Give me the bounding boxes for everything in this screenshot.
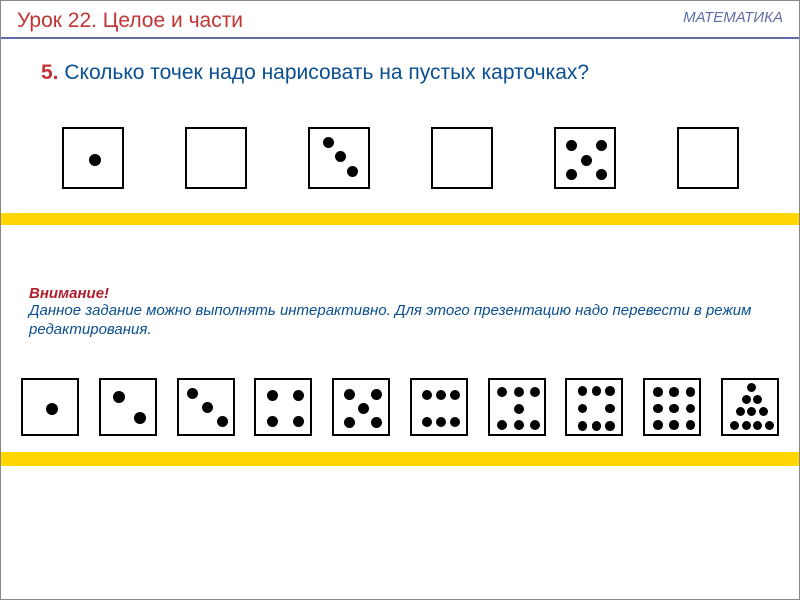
top-cards-card-6 xyxy=(677,127,739,189)
dot-icon xyxy=(335,151,346,162)
dot-icon xyxy=(202,402,213,413)
dot-icon xyxy=(747,407,756,416)
dot-icon xyxy=(217,416,228,427)
question-block: 5. Сколько точек надо нарисовать на пуст… xyxy=(1,39,799,97)
dot-icon xyxy=(759,407,768,416)
dot-icon xyxy=(89,154,101,166)
dot-icon xyxy=(323,137,334,148)
dot-icon xyxy=(653,387,663,397)
top-cards-row xyxy=(1,97,799,213)
subject-label: МАТЕМАТИКА xyxy=(683,9,783,26)
dot-icon xyxy=(765,421,774,430)
note-block: Внимание! Данное задание можно выполнять… xyxy=(1,225,799,356)
bottom-cards-card-6 xyxy=(410,378,468,436)
bottom-cards-card-8 xyxy=(565,378,623,436)
bottom-cards-card-2 xyxy=(99,378,157,436)
top-cards-card-4 xyxy=(431,127,493,189)
bottom-cards-card-5 xyxy=(332,378,390,436)
dot-icon xyxy=(530,420,540,430)
bottom-cards-card-9 xyxy=(643,378,701,436)
dot-icon xyxy=(113,391,125,403)
question-text: Сколько точек надо нарисовать на пустых … xyxy=(64,61,589,84)
top-cards-card-1 xyxy=(62,127,124,189)
bottom-cards-card-10 xyxy=(721,378,779,436)
dot-icon xyxy=(742,421,751,430)
dot-icon xyxy=(747,383,756,392)
slide-header: Урок 22. Целое и части МАТЕМАТИКА xyxy=(1,1,799,39)
dot-icon xyxy=(267,416,278,427)
attention-label: Внимание! xyxy=(29,285,771,302)
dot-icon xyxy=(578,404,588,414)
divider-bar-1 xyxy=(1,213,799,225)
dot-icon xyxy=(581,155,592,166)
dot-icon xyxy=(653,404,663,414)
dot-icon xyxy=(187,388,198,399)
dot-icon xyxy=(605,421,615,431)
dot-icon xyxy=(134,412,146,424)
dot-icon xyxy=(753,421,762,430)
dot-icon xyxy=(371,417,382,428)
note-text: Данное задание можно выполнять интеракти… xyxy=(29,302,771,340)
bottom-cards-card-3 xyxy=(177,378,235,436)
dot-icon xyxy=(753,395,762,404)
bottom-cards-card-7 xyxy=(488,378,546,436)
dot-icon xyxy=(514,387,524,397)
dot-icon xyxy=(578,386,588,396)
dot-icon xyxy=(497,387,507,397)
dot-icon xyxy=(293,390,304,401)
dot-icon xyxy=(578,421,588,431)
dot-icon xyxy=(436,390,446,400)
dot-icon xyxy=(530,387,540,397)
question-line: 5. Сколько точек надо нарисовать на пуст… xyxy=(41,61,759,85)
dot-icon xyxy=(592,386,602,396)
dot-icon xyxy=(450,417,460,427)
lesson-title: Урок 22. Целое и части xyxy=(17,9,243,33)
dot-icon xyxy=(596,169,607,180)
dot-icon xyxy=(605,386,615,396)
dot-icon xyxy=(293,416,304,427)
dot-icon xyxy=(514,420,524,430)
divider-bar-2 xyxy=(1,452,799,466)
dot-icon xyxy=(422,390,432,400)
dot-icon xyxy=(566,140,577,151)
dot-icon xyxy=(436,417,446,427)
question-number: 5. xyxy=(41,61,59,84)
dot-icon xyxy=(514,404,524,414)
bottom-cards-card-4 xyxy=(254,378,312,436)
dot-icon xyxy=(596,140,607,151)
dot-icon xyxy=(653,420,663,430)
dot-icon xyxy=(566,169,577,180)
dot-icon xyxy=(422,417,432,427)
dot-icon xyxy=(358,403,369,414)
dot-icon xyxy=(347,166,358,177)
dot-icon xyxy=(730,421,739,430)
bottom-cards-row xyxy=(1,356,799,446)
dot-icon xyxy=(742,395,751,404)
dot-icon xyxy=(497,420,507,430)
dot-icon xyxy=(736,407,745,416)
dot-icon xyxy=(371,389,382,400)
dot-icon xyxy=(450,390,460,400)
dot-icon xyxy=(669,420,679,430)
dot-icon xyxy=(267,390,278,401)
bottom-cards-card-1 xyxy=(21,378,79,436)
dot-icon xyxy=(344,389,355,400)
dot-icon xyxy=(686,420,696,430)
dot-icon xyxy=(669,404,679,414)
dot-icon xyxy=(344,417,355,428)
dot-icon xyxy=(592,421,602,431)
top-cards-card-3 xyxy=(308,127,370,189)
dot-icon xyxy=(46,403,58,415)
dot-icon xyxy=(669,387,679,397)
dot-icon xyxy=(686,404,696,414)
top-cards-card-2 xyxy=(185,127,247,189)
dot-icon xyxy=(605,404,615,414)
top-cards-card-5 xyxy=(554,127,616,189)
dot-icon xyxy=(686,387,696,397)
